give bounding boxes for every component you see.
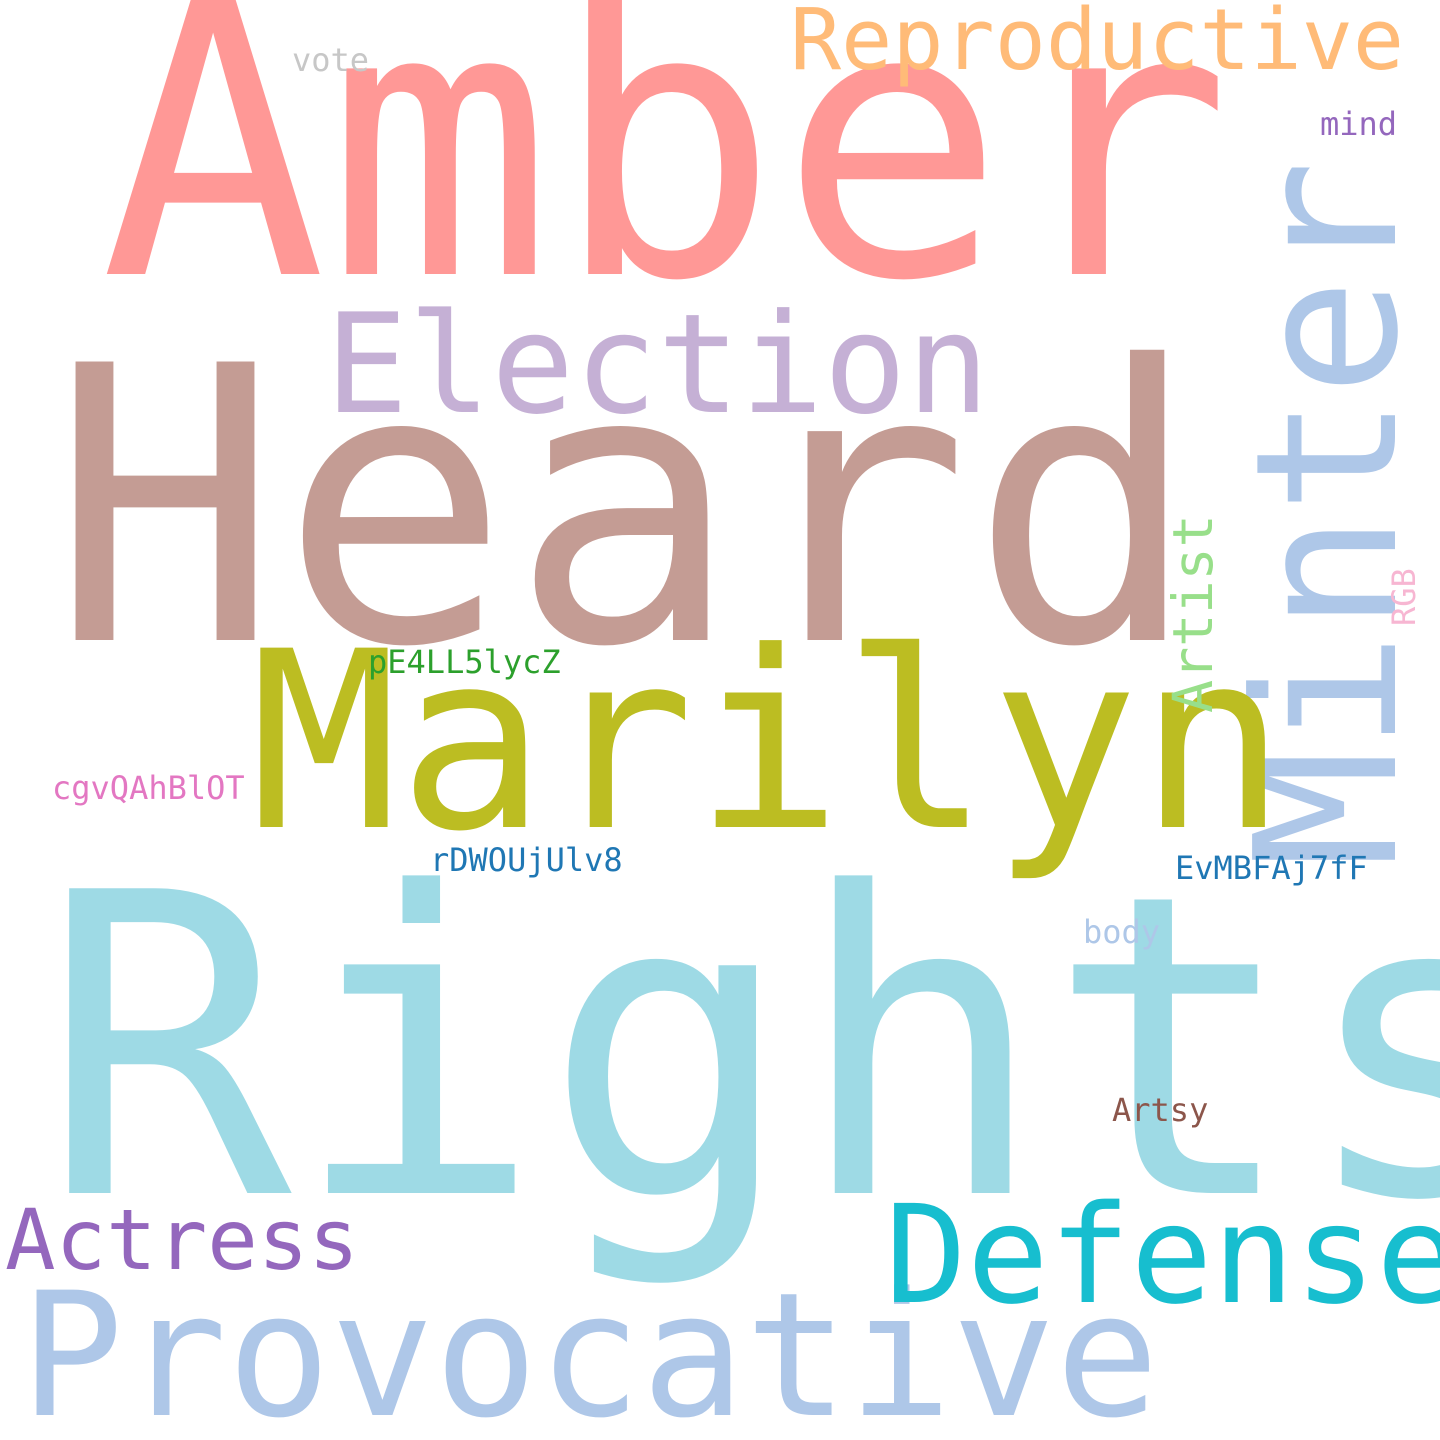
word-mind: mind xyxy=(1320,105,1398,143)
word-marilyn: Marilyn xyxy=(250,600,1287,886)
word-artsy: Artsy xyxy=(1112,1091,1209,1129)
word-cgvqahblot: cgvQAhBlOT xyxy=(52,769,245,807)
word-rgb: RGB xyxy=(1385,568,1423,626)
word-artist: Artist xyxy=(1161,514,1225,713)
word-actress: Actress xyxy=(5,1191,360,1289)
word-rights: Rights xyxy=(40,805,1440,1292)
word-provocative: Provocative xyxy=(20,1255,1160,1440)
word-amber: Amber xyxy=(100,0,1232,363)
word-defense: Defense xyxy=(885,1177,1440,1335)
word-reproductive: Reproductive xyxy=(790,0,1405,90)
word-pe4ll5lycz: pE4LL5lycZ xyxy=(368,643,561,681)
word-body: body xyxy=(1083,913,1161,951)
word-election: Election xyxy=(325,284,990,445)
word-vote: vote xyxy=(292,41,370,79)
word-heard: Heard xyxy=(50,286,1200,731)
word-rdwoujulv8: rDWOUjUlv8 xyxy=(430,841,623,879)
word-evmbfaj7ff: EvMBFAj7fF xyxy=(1175,849,1368,887)
